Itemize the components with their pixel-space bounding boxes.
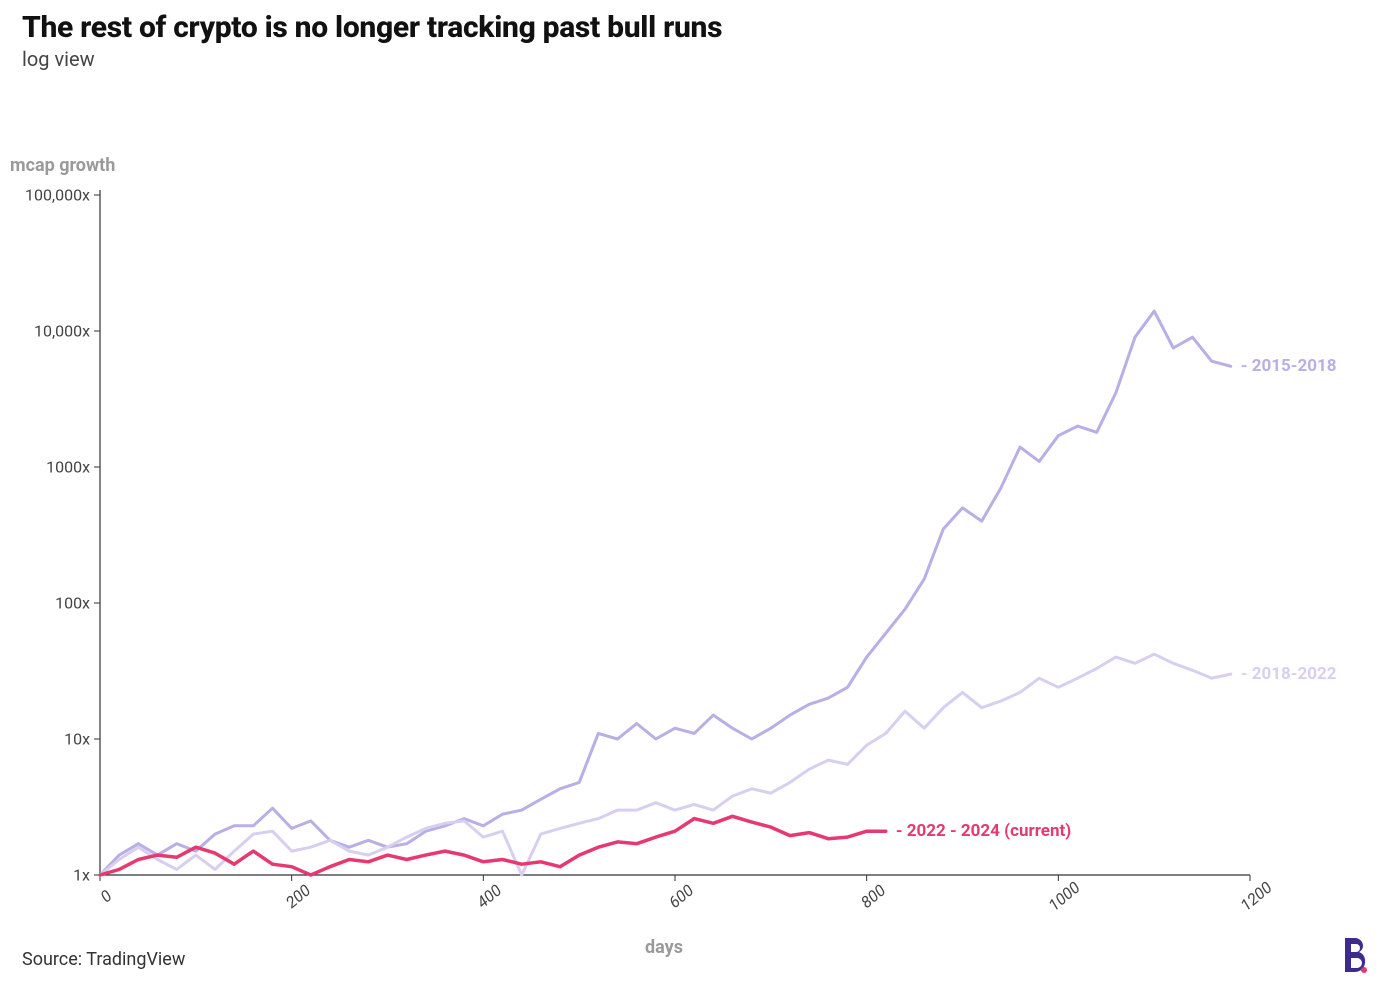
- brand-logo-icon: [1342, 936, 1368, 974]
- y-tick-label: 1000x: [0, 458, 90, 477]
- y-tick-label: 10x: [0, 730, 90, 749]
- series-line-s_2018_2022: [100, 654, 1231, 875]
- x-axis-title: days: [645, 937, 683, 958]
- source-text: Source: TradingView: [22, 949, 185, 970]
- chart-plot: [0, 0, 1382, 988]
- series-label-s_2022_2024: - 2022 - 2024 (current): [896, 821, 1071, 841]
- series-line-s_2015_2018: [100, 311, 1231, 875]
- series-label-s_2015_2018: - 2015-2018: [1241, 356, 1337, 376]
- y-tick-label: 100x: [0, 594, 90, 613]
- y-tick-label: 100,000x: [0, 186, 90, 205]
- series-label-s_2018_2022: - 2018-2022: [1241, 664, 1337, 684]
- y-tick-label: 1x: [0, 866, 90, 885]
- page: The rest of crypto is no longer tracking…: [0, 0, 1382, 988]
- y-tick-label: 10,000x: [0, 322, 90, 341]
